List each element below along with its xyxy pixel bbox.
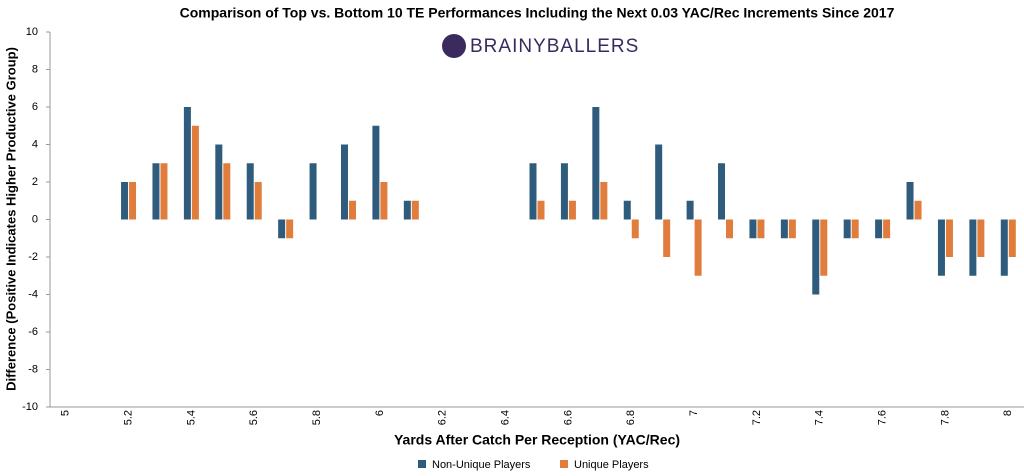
y-tick-label: -4 xyxy=(28,288,38,300)
bar xyxy=(969,219,977,276)
y-tick-label: 10 xyxy=(26,26,38,38)
bar xyxy=(160,163,168,220)
bar xyxy=(215,144,223,220)
bar xyxy=(152,163,160,220)
bar xyxy=(812,219,820,295)
bar xyxy=(851,219,859,239)
x-tick-label: 7.4 xyxy=(814,410,826,425)
bar xyxy=(623,200,631,220)
bar xyxy=(129,182,137,220)
bar xyxy=(340,144,348,220)
x-tick-label: 5.8 xyxy=(311,410,323,425)
chart-title: Comparison of Top vs. Bottom 10 TE Perfo… xyxy=(180,5,895,21)
bar xyxy=(372,125,380,220)
bar xyxy=(537,200,545,220)
bar xyxy=(655,144,663,220)
y-tick-label: 0 xyxy=(32,213,38,225)
bar xyxy=(631,219,639,239)
bar xyxy=(568,200,576,220)
bar xyxy=(843,219,851,239)
x-tick-label: 5.2 xyxy=(122,410,134,425)
bar xyxy=(286,219,294,239)
bar xyxy=(749,219,757,239)
x-tick-label: 7 xyxy=(688,410,700,416)
y-tick-label: 8 xyxy=(32,63,38,75)
bar xyxy=(191,125,199,220)
bar xyxy=(977,219,985,257)
bar xyxy=(780,219,788,239)
logo-icon xyxy=(442,34,466,58)
bar xyxy=(348,200,356,220)
bar xyxy=(663,219,671,257)
x-tick-label: 7.6 xyxy=(877,410,889,425)
bar xyxy=(686,200,694,220)
bar xyxy=(883,219,891,239)
legend-swatch xyxy=(560,460,568,468)
bar xyxy=(246,163,254,220)
bar xyxy=(788,219,796,239)
bar xyxy=(1000,219,1008,276)
y-tick-label: 4 xyxy=(32,138,38,150)
bar xyxy=(600,182,608,220)
y-tick-label: -10 xyxy=(22,401,38,413)
bar xyxy=(529,163,537,220)
bar xyxy=(757,219,765,239)
x-tick-label: 6.2 xyxy=(437,410,449,425)
y-tick-label: -2 xyxy=(28,251,38,263)
bar xyxy=(914,200,922,220)
bar xyxy=(820,219,828,276)
bar xyxy=(945,219,953,257)
x-tick-label: 5.6 xyxy=(248,410,260,425)
legend-swatch xyxy=(418,460,426,468)
x-tick-label: 7.8 xyxy=(939,410,951,425)
bar xyxy=(254,182,262,220)
bar xyxy=(309,163,317,220)
bar xyxy=(223,163,231,220)
bar xyxy=(560,163,568,220)
y-tick-label: 6 xyxy=(32,101,38,113)
x-tick-label: 5 xyxy=(60,410,72,416)
logo: BRAINYBALLERS xyxy=(442,34,639,58)
logo-text: BRAINYBALLERS xyxy=(470,36,639,57)
y-tick-label: -6 xyxy=(28,326,38,338)
x-tick-label: 6 xyxy=(374,410,386,416)
x-tick-label: 6.4 xyxy=(499,410,511,425)
x-tick-label: 5.4 xyxy=(185,410,197,425)
y-axis-label: Difference (Positive Indicates Higher Pr… xyxy=(3,47,18,391)
x-tick-label: 6.8 xyxy=(625,410,637,425)
bar xyxy=(694,219,702,276)
legend-label: Non-Unique Players xyxy=(432,459,531,471)
bar xyxy=(121,182,129,220)
bar xyxy=(937,219,945,276)
bar xyxy=(906,182,914,220)
y-tick-label: 2 xyxy=(32,176,38,188)
bar xyxy=(411,200,419,220)
x-axis-label: Yards After Catch Per Reception (YAC/Rec… xyxy=(394,432,680,448)
legend-label: Unique Players xyxy=(574,459,649,471)
bar xyxy=(875,219,883,239)
x-tick-label: 7.2 xyxy=(751,410,763,425)
bar xyxy=(380,182,388,220)
bar xyxy=(1008,219,1016,257)
bar xyxy=(726,219,734,239)
x-tick-label: 8 xyxy=(1002,410,1014,416)
bar xyxy=(592,107,600,220)
bar xyxy=(278,219,286,239)
x-tick-label: 6.6 xyxy=(562,410,574,425)
bar xyxy=(718,163,726,220)
bar xyxy=(183,107,191,220)
y-tick-label: -8 xyxy=(28,363,38,375)
bar xyxy=(403,200,411,220)
